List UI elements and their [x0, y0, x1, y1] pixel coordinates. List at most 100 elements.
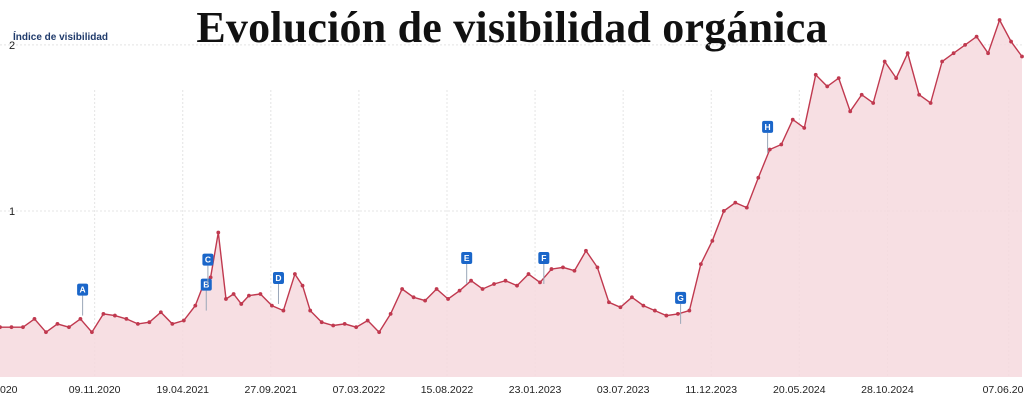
- x-tick-label: 15.08.2022: [421, 384, 474, 396]
- data-point: [158, 310, 163, 315]
- data-point: [400, 287, 405, 291]
- data-point: [270, 303, 274, 308]
- marker-label: A: [80, 285, 86, 295]
- data-point: [239, 302, 244, 306]
- data-point: [894, 76, 899, 81]
- x-tick-label: 28.10.2024: [861, 384, 914, 396]
- data-point: [331, 323, 336, 328]
- marker-label: H: [765, 122, 771, 132]
- data-point: [871, 101, 876, 105]
- data-point: [572, 268, 577, 273]
- data-point: [112, 313, 117, 318]
- data-point: [744, 205, 749, 210]
- data-point: [147, 320, 152, 325]
- x-tick-label: 07.06.2025: [983, 384, 1024, 396]
- data-point: [721, 209, 726, 213]
- data-point: [859, 92, 864, 97]
- y-tick-label: 2: [9, 40, 15, 52]
- data-point: [9, 325, 14, 330]
- marker-badge: [675, 291, 687, 304]
- data-point: [308, 308, 313, 313]
- data-point: [825, 84, 830, 89]
- data-point: [997, 18, 1002, 22]
- data-point: [208, 275, 213, 280]
- marker-layer: A B C D E F G H: [77, 120, 774, 324]
- data-point: [469, 278, 473, 283]
- data-point: [480, 287, 485, 291]
- data-point: [354, 325, 359, 330]
- event-marker-a[interactable]: A: [77, 283, 89, 316]
- data-point: [247, 293, 251, 298]
- data-point: [802, 126, 807, 130]
- data-point: [300, 283, 305, 288]
- data-point: [319, 320, 324, 325]
- data-point: [917, 92, 922, 97]
- data-point: [67, 325, 71, 330]
- marker-label: B: [203, 280, 209, 290]
- marker-label: F: [541, 253, 546, 263]
- data-point: [526, 272, 531, 276]
- marker-label: G: [677, 293, 684, 303]
- data-point: [607, 300, 611, 305]
- data-point: [446, 297, 450, 301]
- point-layer: [0, 18, 1024, 335]
- data-point: [181, 318, 186, 323]
- data-point: [224, 297, 228, 301]
- marker-badge: [200, 278, 212, 291]
- x-tick-label: 020: [0, 384, 18, 396]
- data-point: [561, 265, 565, 270]
- data-point: [101, 312, 106, 316]
- event-marker-b[interactable]: B: [200, 278, 212, 311]
- x-tick-label: 20.05.2024: [773, 384, 826, 396]
- data-point: [733, 200, 738, 205]
- event-marker-c[interactable]: C: [202, 253, 214, 286]
- data-point: [503, 278, 508, 283]
- data-point: [90, 330, 94, 335]
- data-point: [928, 101, 933, 105]
- data-point: [377, 330, 382, 335]
- event-marker-e[interactable]: E: [461, 252, 473, 285]
- data-point: [457, 288, 462, 293]
- data-point: [365, 318, 370, 323]
- marker-badge: [461, 252, 473, 265]
- event-marker-f[interactable]: F: [538, 252, 550, 285]
- data-point: [124, 316, 129, 321]
- data-point: [32, 316, 37, 321]
- event-marker-g[interactable]: G: [675, 291, 687, 324]
- x-tick-label: 19.04.2021: [156, 384, 209, 396]
- y-tick-label: 1: [9, 206, 15, 218]
- data-point: [281, 308, 286, 313]
- data-point: [779, 142, 784, 147]
- event-marker-d[interactable]: D: [272, 271, 284, 304]
- data-point: [44, 330, 48, 335]
- data-point: [216, 230, 221, 235]
- event-marker-h[interactable]: H: [762, 120, 774, 153]
- x-tick-label: 09.11.2020: [69, 384, 121, 396]
- y-axis-title: Índice de visibilidad: [13, 32, 109, 43]
- data-point: [492, 282, 496, 286]
- marker-badge: [538, 252, 550, 265]
- data-point: [388, 312, 393, 316]
- data-point: [55, 321, 60, 326]
- marker-badge: [762, 120, 774, 133]
- data-point: [1009, 39, 1013, 44]
- data-point: [813, 72, 818, 77]
- x-tick-label: 23.01.2023: [509, 384, 562, 396]
- data-point: [549, 267, 554, 271]
- data-point: [170, 321, 175, 326]
- data-point: [1020, 54, 1024, 59]
- marker-badge: [202, 253, 214, 266]
- data-point: [698, 262, 703, 266]
- data-point: [193, 303, 198, 308]
- x-tick-label: 03.07.2023: [597, 384, 650, 396]
- data-point: [515, 283, 519, 288]
- data-point: [836, 76, 841, 81]
- area-fill: [0, 20, 1022, 377]
- x-tick-layer: 09.11.2020 19.04.2021 27.09.2021 07.03.2022…: [0, 384, 1024, 396]
- data-point: [767, 147, 772, 152]
- data-point: [963, 43, 968, 47]
- data-point: [687, 308, 692, 313]
- data-point: [986, 51, 990, 56]
- data-point: [710, 238, 715, 243]
- data-point: [231, 292, 236, 296]
